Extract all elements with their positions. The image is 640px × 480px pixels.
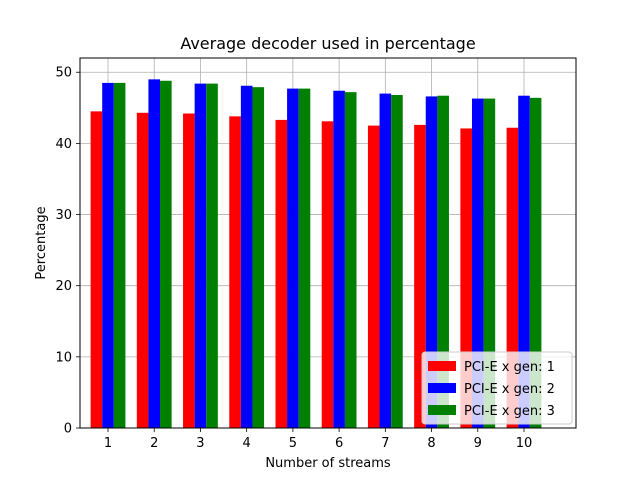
legend-swatch: [428, 361, 456, 371]
bar: [148, 79, 161, 428]
y-axis-label: Percentage: [34, 206, 49, 279]
bar: [298, 88, 311, 428]
bar: [206, 83, 218, 428]
bar: [333, 90, 345, 428]
bar: [113, 82, 126, 429]
x-tick-label: 3: [196, 436, 204, 451]
y-tick-label: 10: [55, 350, 72, 365]
bars: [90, 79, 542, 429]
bar: [102, 82, 114, 429]
bar: [252, 87, 265, 428]
y-tick-label: 50: [55, 66, 72, 81]
y-tick-label: 0: [64, 422, 72, 437]
x-tick-label: 4: [243, 436, 251, 451]
x-axis-label: Number of streams: [265, 456, 391, 471]
x-tick-label: 5: [289, 436, 297, 451]
bar: [275, 119, 288, 429]
bar: [379, 93, 392, 429]
bar: [425, 96, 438, 428]
x-tick-label: 7: [381, 436, 389, 451]
bar: [483, 98, 496, 429]
x-tick-label: 10: [516, 436, 533, 451]
bar: [90, 111, 103, 428]
bar: [460, 128, 472, 428]
bar: [160, 80, 172, 429]
bar: [240, 85, 253, 428]
legend-label: PCI-E x gen: 2: [464, 382, 555, 397]
legend-swatch: [428, 383, 456, 393]
x-tick-label: 6: [335, 436, 343, 451]
legend-label: PCI-E x gen: 3: [464, 404, 555, 419]
legend-label: PCI-E x gen: 1: [464, 360, 555, 375]
bar: [183, 113, 195, 428]
y-tick-label: 20: [55, 279, 72, 294]
chart-title: Average decoder used in percentage: [180, 34, 475, 53]
axes: 0 10 20 30 40 50 1 2 3 4 5 6 7 8 9 10: [55, 66, 532, 451]
x-tick-label: 9: [474, 436, 482, 451]
bar: [229, 116, 241, 428]
bar: [321, 121, 334, 429]
bar: [391, 95, 403, 428]
x-tick-label: 8: [427, 436, 435, 451]
x-tick-label: 2: [150, 436, 158, 451]
bar: [506, 127, 519, 428]
legend-box: [421, 351, 573, 425]
bar: [367, 125, 380, 428]
bar: [414, 124, 426, 428]
x-tick-label: 1: [104, 436, 112, 451]
bar: [471, 98, 484, 429]
bar: [344, 92, 357, 429]
bar: [287, 88, 299, 428]
legend-swatch: [428, 405, 456, 415]
y-tick-label: 40: [55, 137, 72, 152]
bar: [518, 95, 530, 428]
bar: [194, 83, 207, 428]
plot-frame: [79, 57, 577, 429]
bar: [437, 95, 449, 428]
bar: [529, 97, 542, 428]
y-tick-label: 30: [55, 208, 72, 223]
bar: [136, 112, 149, 429]
legend: PCI-E x gen: 1 PCI-E x gen: 2 PCI-E x gen:…: [421, 351, 573, 425]
